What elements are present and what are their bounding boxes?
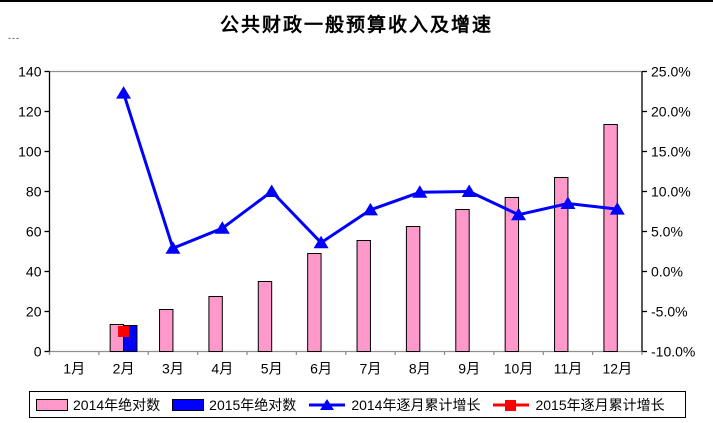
marker-triangle-2014年逐月累计增长	[461, 184, 477, 197]
left-axis-tick-label: 0	[34, 344, 42, 360]
marker-triangle-2014年逐月累计增长	[362, 202, 378, 216]
left-axis-tick-label: 60	[26, 224, 42, 240]
legend-marker-square	[505, 399, 517, 411]
line-2014年逐月累计增长	[122, 92, 618, 251]
left-axis-tick-label: 140	[18, 64, 42, 80]
x-axis-category-label: 1月	[63, 361, 85, 377]
x-axis-category-label: 7月	[360, 361, 382, 377]
x-axis-category-label: 11月	[554, 361, 583, 377]
legend-label: 2014年逐月累计增长	[351, 396, 481, 413]
bar-2014年绝对数	[405, 226, 421, 352]
bar-2014年绝对数	[257, 281, 273, 352]
left-axis-tick-label: 40	[26, 264, 42, 280]
x-axis-category-label: 2月	[113, 361, 135, 377]
left-axis-tick-label: 120	[18, 104, 42, 120]
chart-title: 公共财政一般预算收入及增速	[219, 15, 493, 36]
legend-label: 2014年绝对数	[73, 396, 161, 413]
x-axis-category-label: 3月	[162, 361, 184, 377]
marker-triangle-2014年逐月累计增长	[165, 241, 181, 254]
legend-label: 2015年逐月累计增长	[535, 396, 665, 413]
right-axis-tick-label: 25.0%	[651, 64, 691, 80]
right-axis-tick-label: 20.0%	[651, 104, 691, 120]
axis-unit-note: ---	[8, 33, 20, 43]
right-axis-tick-label: -10.0%	[651, 344, 695, 360]
marker-triangle-2014年逐月累计增长	[609, 202, 625, 215]
x-axis-category-label: 9月	[458, 361, 480, 377]
right-axis-tick-label: -5.0%	[651, 304, 688, 320]
bar-2014年绝对数	[208, 296, 223, 352]
x-axis-category-label: 10月	[504, 361, 534, 377]
marker-triangle-2014年逐月累计增长	[264, 184, 280, 197]
marker-triangle-2014年逐月累计增长	[511, 207, 527, 221]
x-axis-category-label: 6月	[310, 361, 332, 377]
marker-triangle-2014年逐月累计增长	[560, 196, 576, 209]
bar-2014年绝对数	[307, 253, 322, 352]
bar-2014年绝对数	[159, 309, 174, 352]
x-axis-category-label: 4月	[211, 361, 233, 377]
chart-top-border	[0, 0, 713, 2]
legend-marker-triangle	[320, 398, 335, 410]
x-axis-category-label: 8月	[409, 361, 431, 377]
legend-item: 2015年绝对数	[172, 395, 296, 415]
bar-2014年绝对数	[504, 197, 520, 352]
legend: 2014年绝对数 2015年绝对数 2014年逐月累计增长 2015年逐月累计增长	[29, 391, 686, 418]
bar-2014年绝对数	[603, 124, 618, 352]
legend-swatch-line	[309, 398, 346, 410]
legend-item: 2014年逐月累计增长	[308, 395, 480, 415]
bar-2014年绝对数	[455, 209, 470, 352]
legend-label: 2015年绝对数	[209, 396, 297, 413]
bar-2014年绝对数	[356, 240, 371, 352]
legend-swatch-bar	[172, 398, 205, 411]
marker-square-2015年逐月累计增长	[118, 326, 130, 337]
right-axis-tick-label: 15.0%	[651, 144, 691, 160]
right-axis-tick-label: 0.0%	[651, 264, 683, 280]
left-axis-tick-label: 80	[26, 184, 42, 200]
right-axis-tick-label: 10.0%	[651, 184, 691, 200]
right-axis-tick-label: 5.0%	[651, 224, 683, 240]
legend-item: 2014年绝对数	[36, 395, 160, 415]
marker-triangle-2014年逐月累计增长	[214, 221, 230, 234]
legend-swatch-bar	[36, 398, 68, 411]
bar-2014年绝对数	[554, 177, 569, 352]
legend-swatch-line	[493, 399, 530, 411]
marker-triangle-2014年逐月累计增长	[412, 185, 428, 198]
marker-triangle-2014年逐月累计增长	[313, 235, 329, 249]
plot-area: 0 20 40 60 80 100 120 140 -10.0% -5.0% 0.0% 5.0% 10.…	[18, 64, 695, 377]
left-axis-tick-label: 20	[26, 304, 42, 320]
legend-item: 2015年逐月累计增长	[492, 395, 665, 415]
left-axis-tick-label: 100	[18, 144, 42, 160]
x-axis-category-label: 5月	[261, 361, 283, 377]
x-axis-category-label: 12月	[603, 361, 633, 377]
marker-triangle-2014年逐月累计增长	[116, 86, 132, 99]
